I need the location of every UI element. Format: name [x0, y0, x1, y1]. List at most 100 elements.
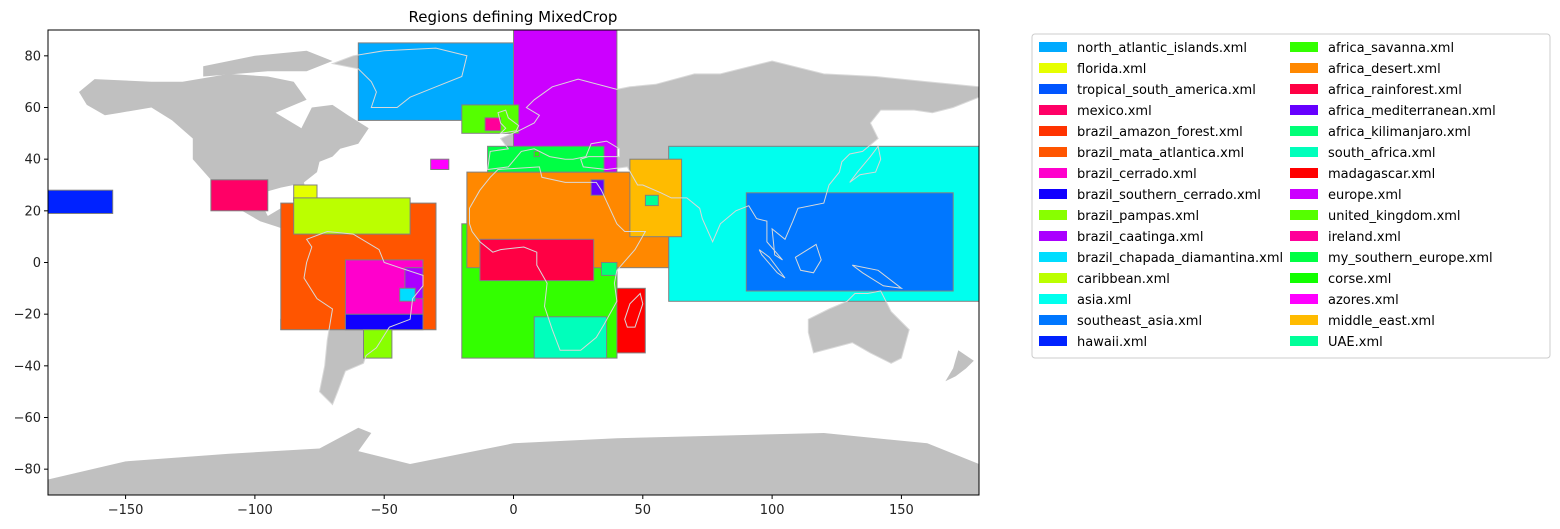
legend-label-middle-east: middle_east.xml — [1328, 314, 1435, 329]
region-africa-kilimanjaro — [600, 262, 618, 276]
legend-label-africa-desert: africa_desert.xml — [1328, 62, 1441, 77]
y-tick-label: −60 — [14, 411, 41, 426]
legend-swatch-ireland — [1290, 231, 1318, 241]
legend-label-corse: corse.xml — [1328, 272, 1391, 287]
region-uae — [644, 194, 659, 207]
legend-swatch-middle-east — [1290, 315, 1318, 325]
region-hawaii — [48, 189, 114, 214]
legend-label-madagascar: madagascar.xml — [1328, 167, 1435, 182]
legend-swatch-brazil-chapada-diamantina — [1039, 252, 1067, 262]
y-tick-label: 80 — [24, 49, 41, 64]
land-new-zealand — [945, 350, 974, 382]
legend-label-europe: europe.xml — [1328, 188, 1402, 203]
coastline-south-america — [303, 230, 424, 406]
legend-label-tropical-south-america: tropical_south_america.xml — [1077, 83, 1256, 98]
region-my-southern-europe — [487, 145, 605, 173]
legend-swatch-my-southern-europe — [1290, 252, 1318, 262]
coastline-new-guinea — [852, 264, 904, 290]
legend-label-brazil-caatinga: brazil_caatinga.xml — [1077, 230, 1203, 245]
land-australia — [808, 290, 910, 364]
legend-label-brazil-amazon-forest: brazil_amazon_forest.xml — [1077, 125, 1243, 140]
region-corse — [533, 150, 540, 158]
y-axis-ticks: −80 −60 −40 −20 0 20 40 60 80 — [14, 49, 48, 478]
legend-swatch-africa-kilimanjaro — [1290, 126, 1318, 136]
map-axes: −150 −100 −50 0 50 100 150 −80 −60 −40 −20 0 20 40 60… — [14, 29, 980, 518]
map-title: Regions defining MixedCrop — [409, 8, 618, 26]
legend-swatch-europe — [1290, 189, 1318, 199]
legend-swatch-united-kingdom — [1290, 210, 1318, 220]
legend-swatch-brazil-mata-atlantica — [1039, 147, 1067, 157]
legend-swatch-madagascar — [1290, 168, 1318, 178]
legend-label-southeast-asia: southeast_asia.xml — [1077, 314, 1202, 329]
legend-label-brazil-cerrado: brazil_cerrado.xml — [1077, 167, 1197, 182]
legend-label-south-africa: south_africa.xml — [1328, 146, 1436, 161]
region-azores — [430, 158, 450, 170]
land-antarctica — [48, 427, 979, 495]
region-south-africa — [533, 316, 608, 359]
legend-swatch-africa-rainforest — [1290, 84, 1318, 94]
y-tick-label: −40 — [14, 359, 41, 374]
legend-swatch-southeast-asia — [1039, 315, 1067, 325]
x-tick-label: 50 — [635, 503, 652, 518]
region-africa-mediterranean — [590, 179, 605, 196]
legend-label-north-atlantic-islands: north_atlantic_islands.xml — [1077, 41, 1247, 56]
legend-swatch-mexico — [1039, 105, 1067, 115]
legend-label-azores: azores.xml — [1328, 293, 1399, 308]
region-brazil-southern-cerrado — [344, 313, 424, 331]
legend-label-africa-mediterranean: africa_mediterranean.xml — [1328, 104, 1496, 119]
legend-swatch-uae — [1290, 336, 1318, 346]
region-southeast-asia — [745, 192, 954, 292]
legend-swatch-brazil-pampas — [1039, 210, 1067, 220]
legend-label-ireland: ireland.xml — [1328, 230, 1401, 245]
legend-swatch-brazil-southern-cerrado — [1039, 189, 1067, 199]
legend-swatch-asia — [1039, 294, 1067, 304]
coastline-eurasia — [487, 60, 979, 261]
legend-swatch-africa-desert — [1290, 63, 1318, 73]
region-ireland — [484, 117, 502, 132]
legend-label-my-southern-europe: my_southern_europe.xml — [1328, 251, 1493, 266]
y-tick-label: 20 — [24, 204, 41, 219]
x-tick-label: 150 — [889, 503, 914, 518]
legend-swatch-caribbean — [1039, 273, 1067, 283]
legend-label-caribbean: caribbean.xml — [1077, 272, 1170, 287]
legend-swatch-corse — [1290, 273, 1318, 283]
region-rectangles — [48, 30, 979, 359]
legend-swatch-south-africa — [1290, 147, 1318, 157]
legend-swatch-azores — [1290, 294, 1318, 304]
legend-label-brazil-chapada-diamantina: brazil_chapada_diamantina.xml — [1077, 251, 1283, 266]
region-mexico — [210, 179, 269, 212]
legend-label-asia: asia.xml — [1077, 293, 1131, 308]
coastline-australia — [807, 290, 910, 364]
coastline-japan — [849, 145, 882, 183]
x-tick-label: −150 — [108, 503, 144, 518]
legend-swatch-tropical-south-america — [1039, 84, 1067, 94]
region-madagascar — [616, 287, 646, 354]
legend-label-africa-kilimanjaro: africa_kilimanjaro.xml — [1328, 125, 1471, 140]
legend-label-africa-savanna: africa_savanna.xml — [1328, 41, 1454, 56]
y-tick-label: −80 — [14, 463, 41, 478]
coastline-sumatra — [758, 249, 786, 279]
legend-swatch-africa-savanna — [1290, 42, 1318, 52]
x-tick-label: 100 — [760, 503, 785, 518]
legend-swatch-africa-mediterranean — [1290, 105, 1318, 115]
land-north-america — [79, 73, 369, 242]
legend: north_atlantic_islands.xml florida.xml tro… — [1031, 33, 1551, 359]
legend-label-uae: UAE.xml — [1328, 335, 1383, 350]
legend-swatch-north-atlantic-islands — [1039, 42, 1067, 52]
land-arctic-islands — [203, 50, 333, 77]
x-axis-ticks: −150 −100 −50 0 50 100 150 — [108, 495, 914, 518]
legend-label-united-kingdom: united_kingdom.xml — [1328, 209, 1461, 224]
legend-label-brazil-southern-cerrado: brazil_southern_cerrado.xml — [1077, 188, 1261, 203]
legend-swatch-hawaii — [1039, 336, 1067, 346]
x-tick-label: 0 — [509, 503, 517, 518]
legend-swatch-brazil-amazon-forest — [1039, 126, 1067, 136]
y-tick-label: 40 — [24, 153, 41, 168]
coastline-uk — [497, 109, 520, 135]
coastline-overlay — [303, 47, 979, 406]
region-caribbean — [293, 197, 411, 235]
coastline-greenland — [330, 47, 468, 108]
coastline-madagascar — [624, 292, 644, 328]
legend-label-florida: florida.xml — [1077, 62, 1146, 77]
coastline-africa — [469, 166, 647, 351]
